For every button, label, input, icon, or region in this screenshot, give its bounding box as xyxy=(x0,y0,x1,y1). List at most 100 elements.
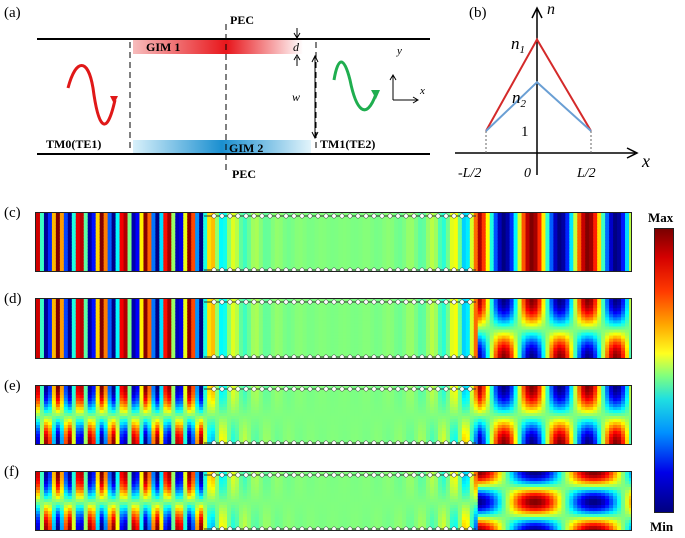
gim-dot xyxy=(275,213,281,219)
gim-dot xyxy=(435,526,441,530)
gim-dot xyxy=(403,354,409,358)
gim-dot xyxy=(395,526,401,530)
gim-dot xyxy=(347,472,353,478)
gim1-label: GIM 1 xyxy=(146,40,180,54)
gim-dot xyxy=(427,440,433,444)
gim-dot xyxy=(459,472,465,478)
gim-dot xyxy=(211,472,217,478)
gim-dot xyxy=(315,526,321,530)
input-wave-icon xyxy=(66,64,117,126)
gim-dot xyxy=(411,472,417,478)
w-label: w xyxy=(292,90,300,104)
gim-dot xyxy=(427,526,433,530)
gim-dot xyxy=(363,299,369,305)
gim1-layer xyxy=(133,39,303,54)
gim-dot xyxy=(219,472,225,478)
gim-dot xyxy=(267,299,273,305)
gim-dot xyxy=(275,299,281,305)
gim-dot xyxy=(403,213,409,219)
gim-dot xyxy=(427,354,433,358)
gim-dot xyxy=(259,526,265,530)
gim-dot xyxy=(459,440,465,444)
gim-dot xyxy=(275,472,281,478)
gim-dot xyxy=(323,472,329,478)
gim-dot xyxy=(283,472,289,478)
gim-dot xyxy=(243,386,249,392)
gim-dot xyxy=(419,267,425,271)
gim-dot xyxy=(275,440,281,444)
gim-dot xyxy=(219,386,225,392)
gim-dot xyxy=(283,213,289,219)
gim-dot xyxy=(299,472,305,478)
output-wave-icon xyxy=(332,60,378,112)
gim-dot xyxy=(419,386,425,392)
gim-dot xyxy=(443,299,449,305)
gim-dot xyxy=(411,299,417,305)
gim-dot xyxy=(371,472,377,478)
gim-dot xyxy=(299,386,305,392)
gim-dot xyxy=(323,213,329,219)
gim-dot xyxy=(379,299,385,305)
gim-dot xyxy=(235,267,241,271)
gim-dot xyxy=(307,354,313,358)
gim-dot xyxy=(299,213,305,219)
gim-dot xyxy=(371,386,377,392)
gim-dot xyxy=(379,213,385,219)
gim-dot xyxy=(379,386,385,392)
gim-dot xyxy=(419,440,425,444)
gim-dot xyxy=(435,299,441,305)
gim-dot xyxy=(339,386,345,392)
gim-dot xyxy=(387,440,393,444)
gim-dot xyxy=(227,267,233,271)
gim-dot xyxy=(331,213,337,219)
gim-dot xyxy=(419,354,425,358)
gim-dot xyxy=(395,267,401,271)
gim-dot xyxy=(307,213,313,219)
gim-dot xyxy=(355,440,361,444)
gim-dot xyxy=(347,354,353,358)
field-map xyxy=(36,472,631,530)
axis-x-label: x xyxy=(419,85,425,97)
gim-dot xyxy=(459,386,465,392)
gim-dot xyxy=(435,386,441,392)
gim-dot xyxy=(251,299,257,305)
axis-n-label: n xyxy=(547,1,555,18)
gim-dot xyxy=(419,213,425,219)
gim-dot xyxy=(387,354,393,358)
gim-dot xyxy=(251,267,257,271)
gim-dot xyxy=(467,386,473,392)
gim-dot xyxy=(411,440,417,444)
waveguide-schematic: PEC PEC GIM 1 GIM 2 d w x y TM0(TE1) TM1… xyxy=(37,13,430,180)
gim-dot xyxy=(411,526,417,530)
gim-dot xyxy=(435,472,441,478)
gim-dot xyxy=(387,267,393,271)
gim-dot xyxy=(451,386,457,392)
gim-dot xyxy=(323,267,329,271)
gim-dot xyxy=(403,440,409,444)
gim-dot xyxy=(379,440,385,444)
gim-dot xyxy=(347,213,353,219)
gim-dot xyxy=(467,354,473,358)
one-label: 1 xyxy=(521,124,529,140)
zero-label: 0 xyxy=(524,166,531,181)
gim-dot xyxy=(459,213,465,219)
gim-dot xyxy=(387,526,393,530)
gim-dot xyxy=(347,299,353,305)
gim-dot xyxy=(371,526,377,530)
panel-a-tag: (a) xyxy=(4,5,21,21)
gim-dot xyxy=(315,386,321,392)
gim-dot xyxy=(419,526,425,530)
gim-dot xyxy=(323,440,329,444)
gim-dot xyxy=(459,526,465,530)
gim-dot xyxy=(459,267,465,271)
gim-dot xyxy=(227,472,233,478)
gim-dot xyxy=(451,440,457,444)
colorbar xyxy=(654,228,674,513)
gim-dot xyxy=(219,267,225,271)
gim-dot xyxy=(323,354,329,358)
gim-dot xyxy=(235,526,241,530)
gim-dot xyxy=(243,267,249,271)
gim-dot xyxy=(347,267,353,271)
gim-dot xyxy=(219,213,225,219)
gim-dot xyxy=(211,213,217,219)
